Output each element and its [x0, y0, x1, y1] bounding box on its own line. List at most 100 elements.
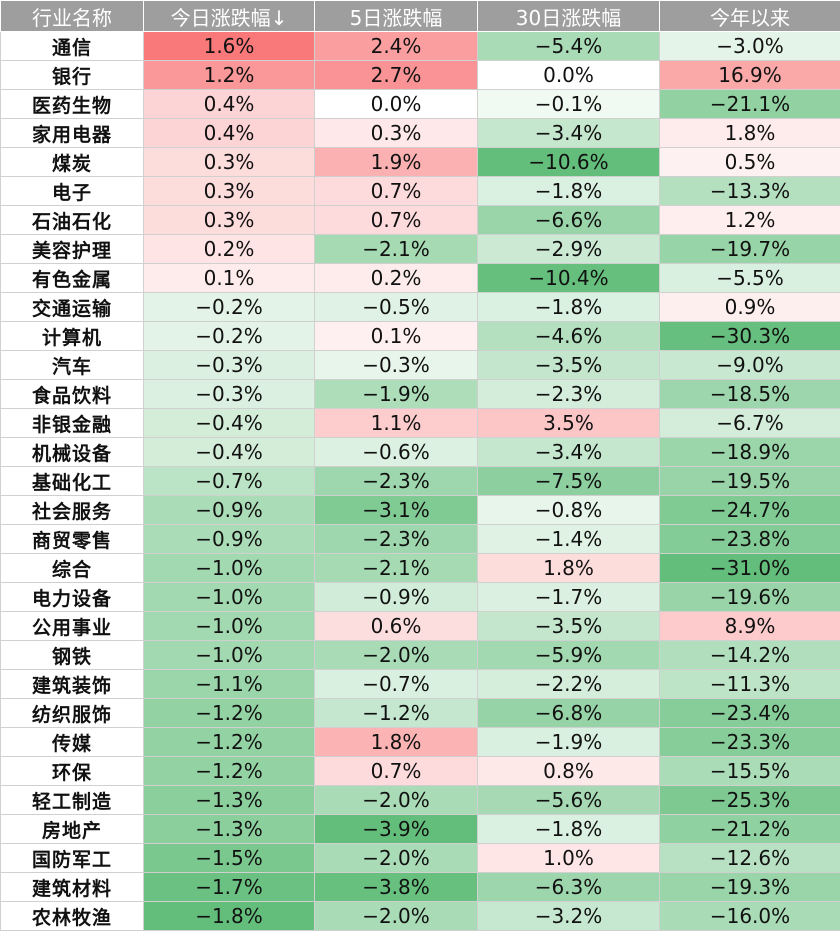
sector-name-cell: 农林牧渔 [1, 902, 144, 931]
header-today-change[interactable]: 今日涨跌幅↓ [144, 1, 315, 32]
ytd-change-cell: −14.2% [660, 641, 840, 670]
today-change-cell: −0.9% [144, 525, 315, 554]
5day-change-cell: 1.9% [315, 148, 478, 177]
5day-change-cell: 0.7% [315, 206, 478, 235]
ytd-change-cell: −21.2% [660, 815, 840, 844]
5day-change-cell: −2.0% [315, 844, 478, 873]
30day-change-cell: −3.5% [478, 612, 660, 641]
sector-name-cell: 机械设备 [1, 438, 144, 467]
table-row[interactable]: 社会服务−0.9%−3.1%−0.8%−24.7% [1, 496, 840, 525]
table-row[interactable]: 商贸零售−0.9%−2.3%−1.4%−23.8% [1, 525, 840, 554]
header-5day-change[interactable]: 5日涨跌幅 [315, 1, 478, 32]
header-ytd-change[interactable]: 今年以来 [660, 1, 840, 32]
today-change-cell: −1.3% [144, 815, 315, 844]
5day-change-cell: 0.0% [315, 90, 478, 119]
table-row[interactable]: 电力设备−1.0%−0.9%−1.7%−19.6% [1, 583, 840, 612]
table-row[interactable]: 建筑材料−1.7%−3.8%−6.3%−19.3% [1, 873, 840, 902]
5day-change-cell: 1.8% [315, 728, 478, 757]
table-row[interactable]: 纺织服饰−1.2%−1.2%−6.8%−23.4% [1, 699, 840, 728]
ytd-change-cell: 1.8% [660, 119, 840, 148]
ytd-change-cell: −18.5% [660, 380, 840, 409]
ytd-change-cell: −23.3% [660, 728, 840, 757]
5day-change-cell: −0.9% [315, 583, 478, 612]
5day-change-cell: −2.1% [315, 235, 478, 264]
sector-name-cell: 环保 [1, 757, 144, 786]
today-change-cell: 0.1% [144, 264, 315, 293]
table-row[interactable]: 食品饮料−0.3%−1.9%−2.3%−18.5% [1, 380, 840, 409]
today-change-cell: −1.0% [144, 583, 315, 612]
sector-name-cell: 房地产 [1, 815, 144, 844]
30day-change-cell: −1.7% [478, 583, 660, 612]
ytd-change-cell: −11.3% [660, 670, 840, 699]
5day-change-cell: −3.1% [315, 496, 478, 525]
ytd-change-cell: −19.6% [660, 583, 840, 612]
table-row[interactable]: 环保−1.2%0.7%0.8%−15.5% [1, 757, 840, 786]
30day-change-cell: −3.4% [478, 438, 660, 467]
table-row[interactable]: 汽车−0.3%−0.3%−3.5%−9.0% [1, 351, 840, 380]
5day-change-cell: 2.4% [315, 32, 478, 61]
ytd-change-cell: −19.7% [660, 235, 840, 264]
5day-change-cell: −0.3% [315, 351, 478, 380]
30day-change-cell: −10.4% [478, 264, 660, 293]
5day-change-cell: −3.9% [315, 815, 478, 844]
header-30day-change[interactable]: 30日涨跌幅 [478, 1, 660, 32]
ytd-change-cell: −21.1% [660, 90, 840, 119]
table-row[interactable]: 农林牧渔−1.8%−2.0%−3.2%−16.0% [1, 902, 840, 931]
table-row[interactable]: 建筑装饰−1.1%−0.7%−2.2%−11.3% [1, 670, 840, 699]
table-row[interactable]: 房地产−1.3%−3.9%−1.8%−21.2% [1, 815, 840, 844]
header-sector-name: 行业名称 [1, 1, 144, 32]
5day-change-cell: −0.6% [315, 438, 478, 467]
30day-change-cell: 3.5% [478, 409, 660, 438]
5day-change-cell: −2.3% [315, 467, 478, 496]
today-change-cell: 0.4% [144, 90, 315, 119]
table-row[interactable]: 钢铁−1.0%−2.0%−5.9%−14.2% [1, 641, 840, 670]
table-row[interactable]: 国防军工−1.5%−2.0%1.0%−12.6% [1, 844, 840, 873]
table-row[interactable]: 非银金融−0.4%1.1%3.5%−6.7% [1, 409, 840, 438]
sector-name-cell: 传媒 [1, 728, 144, 757]
table-row[interactable]: 传媒−1.2%1.8%−1.9%−23.3% [1, 728, 840, 757]
table-row[interactable]: 轻工制造−1.3%−2.0%−5.6%−25.3% [1, 786, 840, 815]
table-row[interactable]: 公用事业−1.0%0.6%−3.5%8.9% [1, 612, 840, 641]
sector-name-cell: 石油石化 [1, 206, 144, 235]
today-change-cell: −0.9% [144, 496, 315, 525]
table-row[interactable]: 综合−1.0%−2.1%1.8%−31.0% [1, 554, 840, 583]
ytd-change-cell: 8.9% [660, 612, 840, 641]
30day-change-cell: −2.2% [478, 670, 660, 699]
30day-change-cell: −1.9% [478, 728, 660, 757]
today-change-cell: 0.2% [144, 235, 315, 264]
5day-change-cell: −3.8% [315, 873, 478, 902]
30day-change-cell: −10.6% [478, 148, 660, 177]
30day-change-cell: −3.2% [478, 902, 660, 931]
table-row[interactable]: 机械设备−0.4%−0.6%−3.4%−18.9% [1, 438, 840, 467]
5day-change-cell: −0.5% [315, 293, 478, 322]
5day-change-cell: −1.2% [315, 699, 478, 728]
today-change-cell: −1.8% [144, 902, 315, 931]
30day-change-cell: −1.8% [478, 177, 660, 206]
sector-name-cell: 纺织服饰 [1, 699, 144, 728]
sector-name-cell: 食品饮料 [1, 380, 144, 409]
table-row[interactable]: 交通运输−0.2%−0.5%−1.8%0.9% [1, 293, 840, 322]
30day-change-cell: −6.8% [478, 699, 660, 728]
ytd-change-cell: −19.5% [660, 467, 840, 496]
5day-change-cell: −2.0% [315, 786, 478, 815]
today-change-cell: −1.7% [144, 873, 315, 902]
table-row[interactable]: 基础化工−0.7%−2.3%−7.5%−19.5% [1, 467, 840, 496]
30day-change-cell: −1.4% [478, 525, 660, 554]
today-change-cell: −1.1% [144, 670, 315, 699]
ytd-change-cell: −24.7% [660, 496, 840, 525]
5day-change-cell: −2.3% [315, 525, 478, 554]
today-change-cell: −1.2% [144, 728, 315, 757]
table-row[interactable]: 计算机−0.2%0.1%−4.6%−30.3% [1, 322, 840, 351]
sector-name-cell: 有色金属 [1, 264, 144, 293]
